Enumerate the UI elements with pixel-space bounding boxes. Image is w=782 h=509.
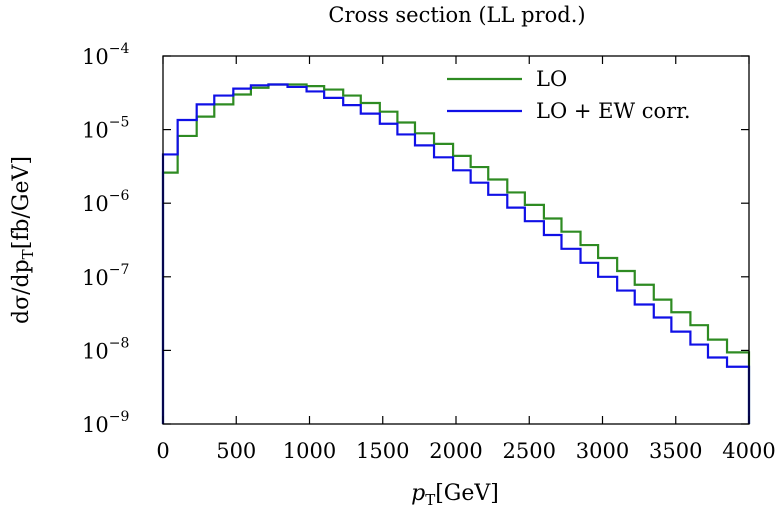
series-line-1 xyxy=(161,83,751,424)
x-tick-label: 1000 xyxy=(283,439,336,463)
x-tick-label: 3000 xyxy=(576,439,629,463)
x-tick-label: 2000 xyxy=(429,439,482,463)
x-tick-label: 4000 xyxy=(722,439,775,463)
y-axis-label-prefix: dσ/dp xyxy=(9,259,34,324)
x-tick-label: 500 xyxy=(216,439,256,463)
y-tick-label: 10−6 xyxy=(82,188,129,216)
plot-series xyxy=(161,83,751,424)
legend-label-1: LO + EW corr. xyxy=(536,99,691,123)
legend-label-0: LO xyxy=(536,67,567,91)
y-tick-label: 10−9 xyxy=(82,409,129,437)
x-axis-label-subscript: T xyxy=(425,491,435,509)
x-tick-label: 1500 xyxy=(356,439,409,463)
y-axis-label: dσ/dpT[fb/GeV] xyxy=(9,156,37,324)
x-axis-label-unit: [GeV] xyxy=(435,481,499,506)
x-axis-label: pT[GeV] xyxy=(411,481,499,509)
x-axis-label-variable: p xyxy=(411,481,425,506)
y-tick-label: 10−8 xyxy=(82,335,129,363)
x-axis-ticks: 0 500 1000 1500 2000 2500 3000 3500 4000 xyxy=(156,56,776,463)
x-tick-label: 2500 xyxy=(503,439,556,463)
chart-title: Cross section (LL prod.) xyxy=(328,3,585,27)
x-tick-label: 3500 xyxy=(649,439,702,463)
y-tick-label: 10−4 xyxy=(82,41,129,69)
y-axis-label-subscript: T xyxy=(19,249,37,259)
y-axis-label-unit: [fb/GeV] xyxy=(9,156,34,249)
y-axis-ticks: 10−9 10−8 10−7 10−6 10−5 10−4 xyxy=(82,41,749,437)
series-line-0 xyxy=(161,83,751,424)
legend: LO LO + EW corr. xyxy=(447,67,691,123)
y-tick-label: 10−5 xyxy=(82,115,129,143)
x-tick-label: 0 xyxy=(156,439,169,463)
y-tick-label: 10−7 xyxy=(82,262,129,290)
